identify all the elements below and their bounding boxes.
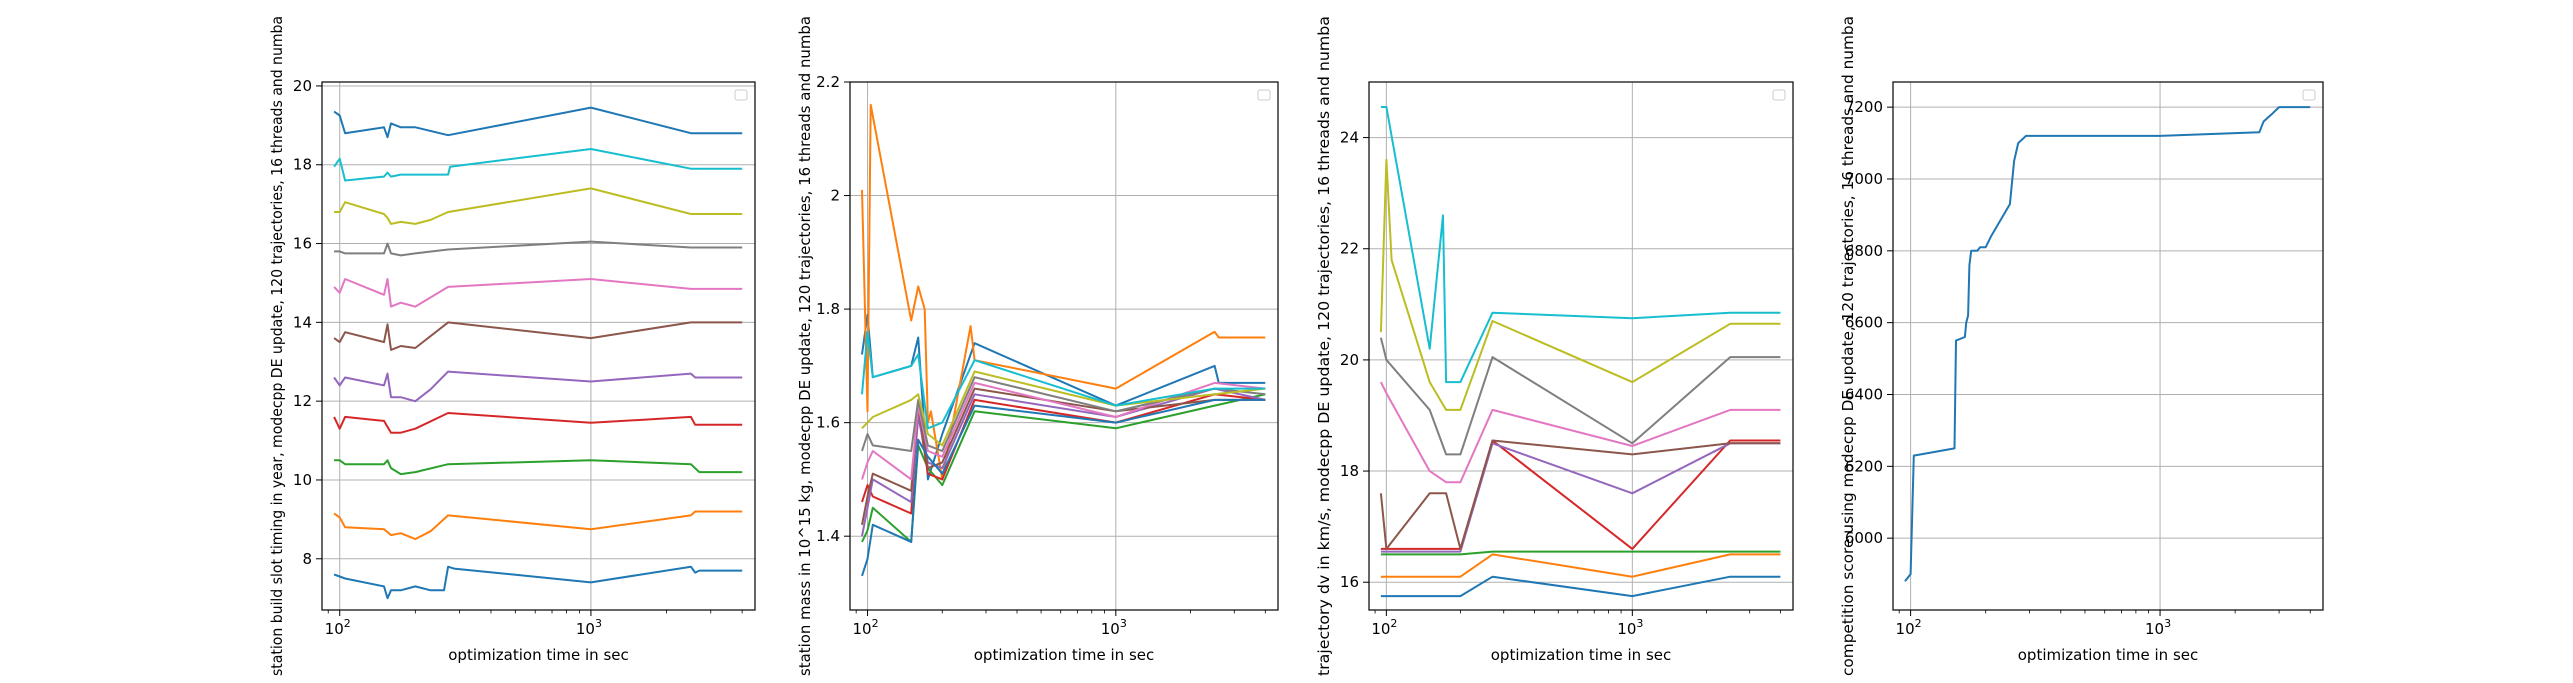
- axes-frame: [849, 81, 1279, 611]
- y-tick-label: 2.2: [816, 73, 840, 91]
- series-line: [1379, 158, 1781, 411]
- y-tick-label: 16: [293, 235, 312, 253]
- x-axis-label: optimization time in sec: [1491, 646, 1671, 664]
- y-tick-label: 18: [1340, 462, 1359, 480]
- series-line: [861, 376, 1266, 452]
- legend-box: [1257, 89, 1271, 101]
- y-tick-label: 20: [293, 77, 312, 95]
- y-tick-label: 6600: [1845, 314, 1883, 332]
- series-line: [861, 387, 1266, 525]
- series-line: [333, 412, 743, 434]
- y-axis-label: competition score using modecpp DE updat…: [1839, 16, 1857, 676]
- legend-box: [2302, 89, 2316, 101]
- series-line: [1380, 553, 1781, 578]
- y-tick-label: 14: [293, 313, 312, 331]
- y-tick-label: 22: [1340, 240, 1359, 258]
- series-line: [861, 398, 1266, 577]
- y-tick-label: 1.8: [816, 300, 840, 318]
- y-tick-label: 6200: [1845, 457, 1883, 475]
- series-line: [333, 510, 743, 541]
- series-line: [333, 370, 743, 403]
- y-tick-label: 18: [293, 156, 312, 174]
- series-line: [334, 459, 743, 476]
- y-tick-label: 16: [1340, 573, 1359, 591]
- series-line: [861, 381, 1266, 481]
- legend-box: [1772, 89, 1786, 101]
- y-tick-label: 7200: [1845, 98, 1883, 116]
- series-line: [333, 148, 743, 182]
- series-line: [1379, 337, 1781, 456]
- axes-frame: [1892, 81, 2324, 611]
- x-axis-label: optimization time in sec: [448, 646, 628, 664]
- series-line: [861, 370, 1266, 447]
- axes-frame: [321, 81, 756, 611]
- series-line: [861, 103, 1266, 481]
- panel-4: 102 1036000620064006600680070007200optimi…: [1839, 16, 2324, 676]
- series-line: [1904, 106, 2311, 582]
- legend-box: [734, 89, 748, 101]
- series-line: [1380, 550, 1781, 556]
- y-tick-label: 7000: [1845, 170, 1883, 188]
- series-line: [1380, 106, 1781, 384]
- series-line: [1380, 442, 1781, 553]
- y-axis-label: station mass in 10^15 kg, modecpp DE upd…: [796, 16, 814, 676]
- series-line: [1380, 381, 1781, 484]
- x-axis-label: optimization time in sec: [2018, 646, 2198, 664]
- axes-frame: [1368, 81, 1794, 611]
- series-line: [1380, 575, 1781, 598]
- y-axis-label: trajectory dv in km/s, modecpp DE update…: [1315, 16, 1333, 676]
- x-axis-label: optimization time in sec: [974, 646, 1154, 664]
- series-line: [333, 106, 743, 139]
- series-line: [333, 278, 743, 308]
- y-tick-label: 2: [830, 187, 840, 205]
- y-tick-label: 8: [302, 550, 312, 568]
- series-line: [334, 240, 743, 257]
- y-tick-label: 1.6: [816, 414, 840, 432]
- y-tick-label: 6400: [1845, 385, 1883, 403]
- y-tick-label: 20: [1340, 351, 1359, 369]
- series-line: [861, 330, 1266, 430]
- y-tick-label: 10: [293, 471, 312, 489]
- y-tick-label: 6000: [1845, 529, 1883, 547]
- y-tick-label: 1.4: [816, 527, 840, 545]
- series-line: [334, 187, 743, 225]
- y-tick-label: 6800: [1845, 242, 1883, 260]
- y-tick-label: 24: [1340, 129, 1359, 147]
- series-line: [333, 321, 743, 351]
- y-axis-label: station build slot timing in year, modec…: [268, 16, 286, 676]
- y-tick-label: 12: [293, 392, 312, 410]
- series-line: [333, 565, 743, 600]
- series-line: [1379, 439, 1781, 550]
